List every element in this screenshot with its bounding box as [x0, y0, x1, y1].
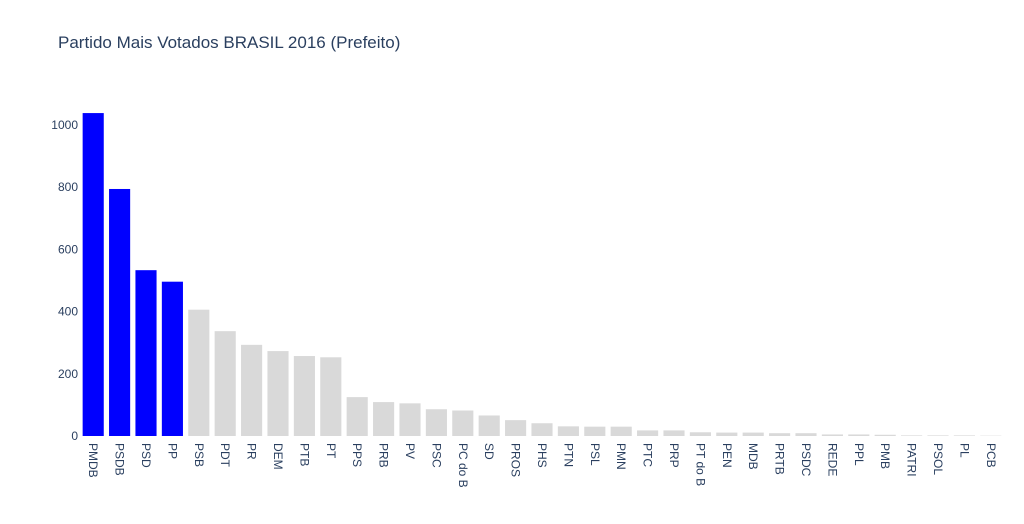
bar-prb[interactable]	[373, 402, 395, 436]
bar-phs[interactable]	[531, 423, 553, 436]
x-tick-label: PMN	[614, 443, 628, 470]
bar-prtb[interactable]	[769, 433, 791, 436]
bar-pmn[interactable]	[610, 426, 632, 436]
bar-prp[interactable]	[663, 430, 685, 436]
bar-pc-do-b[interactable]	[452, 410, 474, 436]
x-tick-label: MDB	[746, 443, 760, 470]
y-tick-label: 0	[71, 429, 78, 443]
bar-rede[interactable]	[821, 434, 843, 436]
x-tick-label: PPL	[852, 443, 866, 466]
x-tick-label: PEN	[720, 443, 734, 468]
y-tick-label: 400	[58, 305, 78, 319]
x-tick-label: SD	[482, 443, 496, 460]
bar-pr[interactable]	[241, 344, 263, 436]
x-tick-label: PTB	[297, 443, 311, 466]
x-tick-label: PRP	[667, 443, 681, 468]
bar-dem[interactable]	[267, 351, 289, 436]
x-tick-label: PSOL	[931, 443, 945, 475]
y-tick-label: 200	[58, 367, 78, 381]
x-tick-label: PROS	[509, 443, 523, 477]
x-tick-label: PC do B	[456, 443, 470, 488]
x-tick-label: PSB	[192, 443, 206, 467]
bar-patri[interactable]	[901, 435, 923, 436]
bar-psdb[interactable]	[109, 188, 131, 436]
x-tick-label: PRTB	[773, 443, 787, 475]
x-tick-label: PTN	[561, 443, 575, 467]
bar-psb[interactable]	[188, 309, 210, 436]
x-tick-label: PSDC	[799, 443, 813, 477]
x-tick-label: PSC	[429, 443, 443, 468]
y-tick-label: 600	[58, 242, 78, 256]
x-tick-label: PHS	[535, 443, 549, 468]
bar-pmb[interactable]	[874, 434, 896, 436]
x-tick-label: DEM	[271, 443, 285, 470]
y-tick-label: 800	[58, 180, 78, 194]
bar-ptb[interactable]	[293, 356, 315, 436]
x-tick-label: PR	[245, 443, 259, 460]
x-tick-label: PL	[957, 443, 971, 458]
x-tick-label: PCB	[984, 443, 998, 468]
bar-pl[interactable]	[953, 435, 975, 436]
x-tick-label: PT	[324, 443, 338, 459]
x-tick-label: PRB	[377, 443, 391, 468]
x-axis: PMDB PSDB PSD PP PSB PDT PR DEM PTB PT PPS PRB PV PSC…	[86, 443, 998, 488]
x-tick-label: PV	[403, 443, 417, 459]
x-tick-label: PMDB	[86, 443, 100, 478]
x-tick-label: PATRI	[905, 443, 919, 477]
bar-mdb[interactable]	[742, 432, 764, 436]
bar-ppl[interactable]	[848, 434, 870, 436]
bar-pen[interactable]	[716, 432, 738, 436]
x-tick-label: PPS	[350, 443, 364, 467]
bar-pdt[interactable]	[214, 331, 236, 436]
bar-pp[interactable]	[161, 281, 183, 436]
bar-psd[interactable]	[135, 270, 157, 436]
bar-psol[interactable]	[927, 435, 949, 436]
bar-ptc[interactable]	[637, 430, 659, 436]
x-tick-label: PMB	[878, 443, 892, 469]
chart-title: Partido Mais Votados BRASIL 2016 (Prefei…	[58, 33, 401, 52]
bar-pmdb[interactable]	[82, 113, 104, 436]
x-tick-label: PT do B	[693, 443, 707, 486]
bar-pt-do-b[interactable]	[689, 432, 711, 436]
y-axis: 0 200 400 600 800 1000	[51, 118, 78, 443]
x-tick-label: PTC	[641, 443, 655, 467]
bar-pros[interactable]	[505, 420, 527, 436]
x-tick-label: REDE	[825, 443, 839, 476]
x-tick-label: PDT	[218, 443, 232, 468]
bar-pt[interactable]	[320, 357, 342, 436]
bar-psc[interactable]	[425, 409, 447, 436]
x-tick-label: PSD	[139, 443, 153, 468]
bar-pv[interactable]	[399, 403, 421, 436]
bar-psl[interactable]	[584, 426, 606, 436]
bars	[82, 113, 1002, 436]
y-tick-label: 1000	[51, 118, 78, 132]
bar-sd[interactable]	[478, 415, 500, 436]
bar-ptn[interactable]	[557, 426, 579, 436]
bar-psdc[interactable]	[795, 433, 817, 436]
x-tick-label: PP	[165, 443, 179, 459]
x-tick-label: PSDB	[113, 443, 127, 476]
x-tick-label: PSL	[588, 443, 602, 466]
bar-pps[interactable]	[346, 397, 368, 436]
